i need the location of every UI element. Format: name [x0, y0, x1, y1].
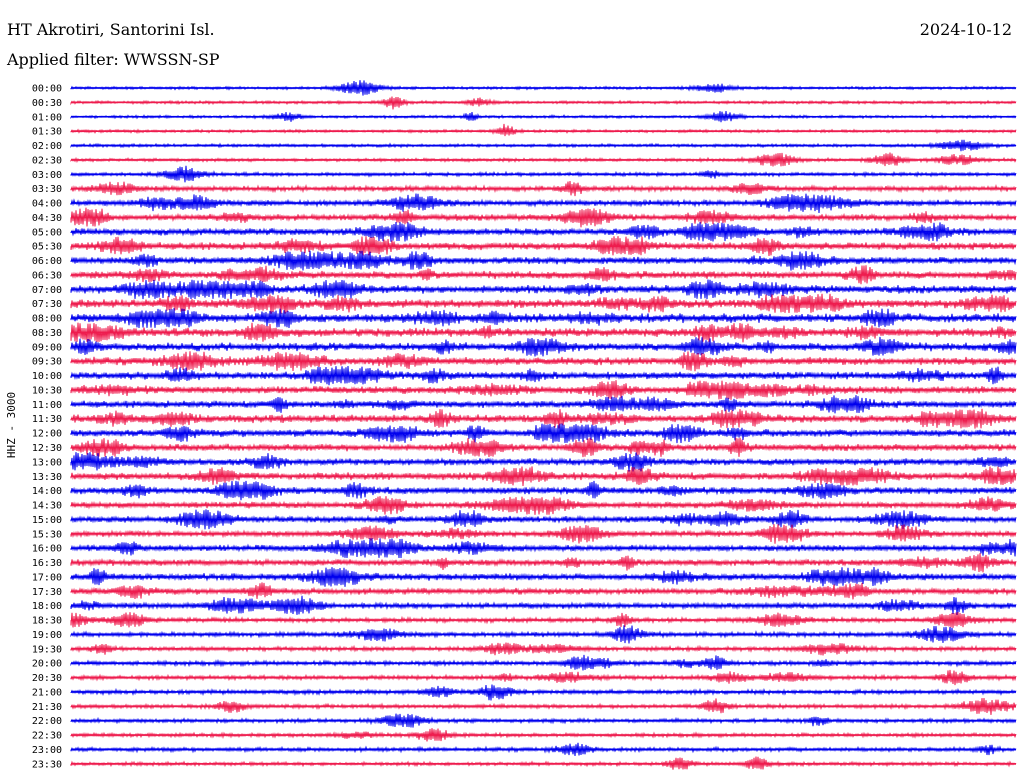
time-tick-label: 03:30 — [32, 184, 62, 195]
time-tick-label: 22:30 — [32, 731, 62, 742]
time-tick-label: 02:30 — [32, 155, 62, 166]
time-tick-label: 22:00 — [32, 716, 62, 727]
time-tick-label: 09:30 — [32, 357, 62, 368]
seismic-trace — [70, 279, 1017, 300]
date-label: 2024-10-12 — [919, 20, 1012, 39]
time-tick-label: 13:30 — [32, 472, 62, 483]
time-tick-label: 11:00 — [32, 400, 62, 411]
time-tick-label: 10:30 — [32, 385, 62, 396]
time-tick-label: 04:30 — [32, 213, 62, 224]
time-tick-label: 16:30 — [32, 558, 62, 569]
seismic-trace — [70, 466, 1017, 487]
time-tick-label: 07:00 — [32, 285, 62, 296]
time-tick-label: 20:30 — [32, 673, 62, 684]
time-tick-label: 00:00 — [32, 84, 62, 95]
time-tick-label: 01:00 — [32, 112, 62, 123]
filter-label: Applied filter: WWSSN-SP — [7, 50, 220, 69]
time-tick-label: 23:30 — [32, 759, 62, 770]
time-tick-label: 15:30 — [32, 529, 62, 540]
time-tick-label: 19:30 — [32, 644, 62, 655]
time-tick-label: 08:30 — [32, 328, 62, 339]
time-tick-label: 18:00 — [32, 601, 62, 612]
time-tick-label: 18:30 — [32, 616, 62, 627]
seismic-trace — [70, 123, 1017, 137]
time-tick-label: 20:00 — [32, 659, 62, 670]
time-tick-label: 06:30 — [32, 270, 62, 281]
time-tick-label: 07:30 — [32, 299, 62, 310]
time-tick-label: 05:30 — [32, 242, 62, 253]
time-tick-label: 13:00 — [32, 457, 62, 468]
station-title: HT Akrotiri, Santorini Isl. — [7, 20, 215, 39]
time-tick-label: 16:00 — [32, 544, 62, 555]
seismic-trace — [70, 684, 1017, 701]
y-axis-label: HHZ - 3000 — [5, 392, 18, 458]
time-tick-label: 00:30 — [32, 98, 62, 109]
time-tick-label: 15:00 — [32, 515, 62, 526]
time-tick-label: 08:00 — [32, 314, 62, 325]
trace-group — [70, 80, 1017, 770]
time-tick-label: 01:30 — [32, 127, 62, 138]
time-tick-label: 05:00 — [32, 227, 62, 238]
time-tick-label: 12:00 — [32, 429, 62, 440]
time-tick-label: 14:30 — [32, 501, 62, 512]
time-tick-label: 14:00 — [32, 486, 62, 497]
time-tick-label: 21:30 — [32, 702, 62, 713]
time-tick-label: 04:00 — [32, 199, 62, 210]
time-tick-label: 21:00 — [32, 687, 62, 698]
time-tick-label: 17:00 — [32, 572, 62, 583]
seismic-trace — [70, 437, 1017, 458]
time-tick-label: 02:00 — [32, 141, 62, 152]
time-label-group: 00:00 00:30 01:00 01:30 02:00 02:30 03:00 03:30… — [32, 84, 62, 771]
time-tick-label: 23:00 — [32, 745, 62, 756]
time-tick-label: 10:00 — [32, 371, 62, 382]
time-tick-label: 09:00 — [32, 342, 62, 353]
time-tick-label: 03:00 — [32, 170, 62, 181]
time-tick-label: 19:00 — [32, 630, 62, 641]
time-tick-label: 11:30 — [32, 414, 62, 425]
time-tick-label: 06:00 — [32, 256, 62, 267]
seismic-trace — [70, 509, 1017, 530]
time-tick-label: 17:30 — [32, 587, 62, 598]
time-tick-label: 12:30 — [32, 443, 62, 454]
